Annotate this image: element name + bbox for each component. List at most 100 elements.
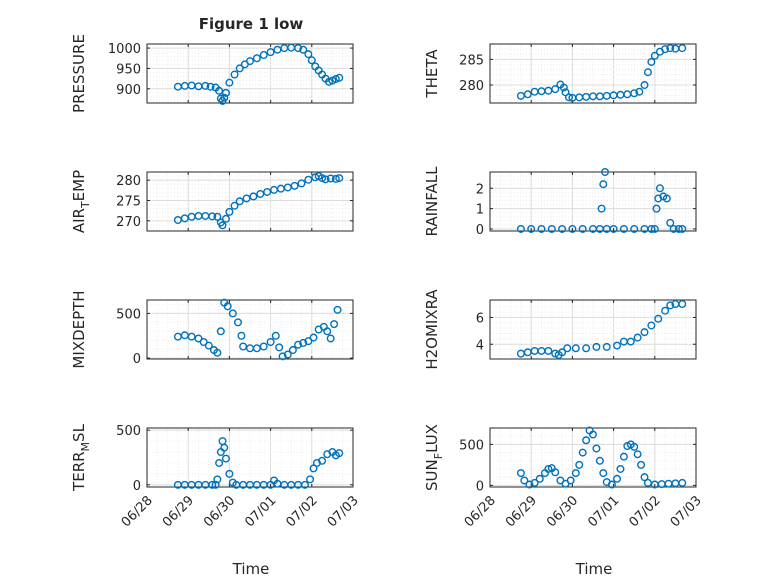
axes-box	[489, 43, 697, 104]
y-tick-label: 6	[476, 311, 484, 326]
y-tick-label: 4	[476, 338, 484, 353]
data-point	[221, 454, 230, 463]
data-point	[299, 338, 308, 347]
y-tick-label: 0	[476, 223, 484, 238]
y-tick-label: 270	[116, 215, 141, 230]
data-point	[678, 300, 687, 309]
y-axis-label: H2OMIXRA	[423, 289, 441, 370]
data-point	[564, 93, 573, 102]
data-point	[299, 45, 308, 54]
data-point	[252, 54, 261, 63]
data-point	[324, 77, 333, 86]
data-point	[233, 318, 242, 327]
data-point	[297, 179, 306, 188]
y-tick-label: 500	[116, 307, 141, 322]
data-point	[204, 341, 213, 350]
data-point	[571, 469, 580, 478]
data-point	[271, 331, 280, 340]
y-tick-label: 500	[459, 438, 484, 453]
y-axis-label-part: SUN	[423, 459, 441, 491]
data-point	[331, 74, 340, 83]
data-point	[330, 320, 339, 329]
data-point	[266, 338, 275, 347]
data-point	[218, 221, 227, 230]
data-point	[559, 83, 568, 92]
data-point	[228, 309, 237, 318]
data-point	[630, 224, 639, 233]
x-axis-label-left: Time	[232, 560, 270, 578]
axes-box	[146, 43, 354, 104]
axes-box	[146, 427, 354, 488]
data-point	[578, 448, 587, 457]
data-point	[678, 478, 687, 487]
data-point	[300, 480, 309, 489]
data-point	[242, 194, 251, 203]
data-point	[640, 473, 649, 482]
data-point	[283, 350, 292, 359]
data-point	[537, 224, 546, 233]
data-point	[326, 174, 335, 183]
data-point	[662, 194, 671, 203]
subplot-6: 4 6 H2OMIXRA	[423, 289, 697, 370]
data-point	[306, 475, 315, 484]
data-point	[523, 90, 532, 99]
data-point	[263, 187, 272, 196]
data-point	[601, 167, 610, 176]
y-tick-label: 0	[133, 479, 141, 494]
data-point	[208, 212, 217, 221]
data-point	[266, 48, 275, 57]
y-axis-label: SUNFLUX	[423, 424, 445, 491]
data-point	[216, 327, 225, 336]
data-point	[544, 346, 553, 355]
y-axis-label-part: SL	[70, 423, 88, 442]
data-point	[318, 174, 327, 183]
data-point	[215, 86, 224, 95]
axes-box	[146, 171, 354, 232]
data-point	[294, 340, 303, 349]
y-axis-label: MIXDEPTH	[70, 290, 88, 368]
data-point	[647, 321, 656, 330]
data-point	[194, 334, 203, 343]
data-point	[643, 68, 652, 77]
y-tick-label: 285	[459, 53, 484, 68]
y-axis-label-part: T	[79, 201, 92, 209]
data-point	[304, 50, 313, 59]
y-tick-label: 280	[116, 174, 141, 189]
y-axis-label-part: M	[79, 442, 92, 452]
data-point	[637, 460, 646, 469]
data-point	[530, 478, 539, 487]
data-point	[678, 224, 687, 233]
data-point	[215, 458, 224, 467]
y-tick-label: 1	[476, 203, 484, 218]
y-axis-label-part: LUX	[423, 424, 441, 453]
data-point	[661, 306, 670, 315]
data-point	[527, 224, 536, 233]
data-point	[220, 443, 229, 452]
data-point	[661, 45, 670, 54]
data-point	[551, 85, 560, 94]
data-point	[245, 57, 254, 66]
data-point	[678, 44, 687, 53]
y-tick-label: 1000	[108, 42, 141, 57]
data-point	[230, 201, 239, 210]
data-point	[333, 305, 342, 314]
data-point	[589, 430, 598, 439]
axes-box	[489, 427, 697, 488]
data-point	[595, 456, 604, 465]
y-axis-label: THETA	[423, 49, 441, 99]
subplot-5: 0 500 MIXDEPTH	[70, 290, 354, 369]
data-point	[647, 224, 656, 233]
data-point	[206, 82, 215, 91]
data-point	[566, 476, 575, 485]
data-point	[225, 78, 234, 87]
data-point	[275, 343, 284, 352]
data-point	[547, 224, 556, 233]
data-point	[290, 181, 299, 190]
data-point	[278, 352, 287, 361]
data-point	[650, 51, 659, 60]
y-axis-label-part: AIR	[70, 208, 88, 233]
data-point	[609, 224, 618, 233]
data-point	[221, 88, 230, 97]
y-tick-label: 280	[459, 79, 484, 94]
data-point	[582, 436, 591, 445]
